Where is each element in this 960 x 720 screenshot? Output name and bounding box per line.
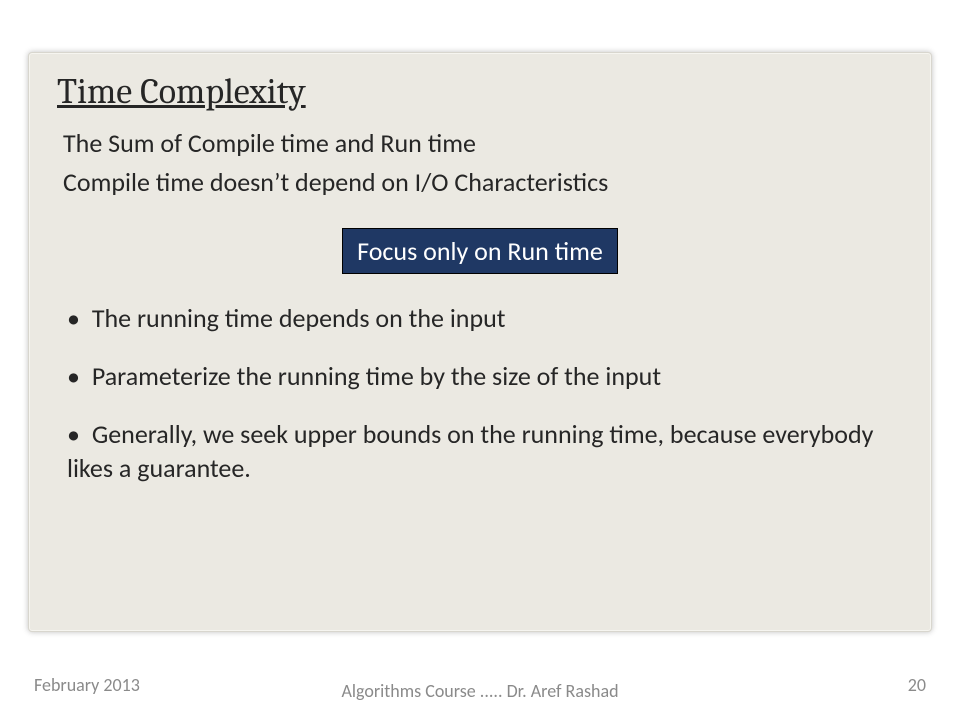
footer-page-number: 20 [908, 674, 926, 696]
bullet-icon: • [67, 418, 80, 452]
bullet-item: • Generally, we seek upper bounds on the… [67, 418, 883, 486]
highlight-container: Focus only on Run time [57, 228, 903, 274]
slide-title: Time Complexity [57, 71, 903, 112]
bullet-item: • Parameterize the running time by the s… [67, 360, 883, 394]
bullet-item: • The running time depends on the input [67, 302, 883, 336]
bullet-text: Parameterize the running time by the siz… [92, 360, 661, 392]
lead-line-1: The Sum of Compile time and Run time [63, 126, 903, 161]
footer-course: Algorithms Course ..... Dr. Aref Rashad [0, 680, 960, 702]
bullet-list: • The running time depends on the input … [67, 302, 883, 485]
slide: Time Complexity The Sum of Compile time … [0, 0, 960, 720]
bullet-text: The running time depends on the input [92, 302, 506, 334]
content-panel: Time Complexity The Sum of Compile time … [28, 52, 932, 632]
bullet-icon: • [67, 360, 80, 394]
bullet-text: Generally, we seek upper bounds on the r… [67, 418, 873, 484]
bullet-icon: • [67, 302, 80, 336]
highlight-box: Focus only on Run time [342, 228, 618, 274]
lead-line-2: Compile time doesn’t depend on I/O Chara… [63, 165, 903, 200]
